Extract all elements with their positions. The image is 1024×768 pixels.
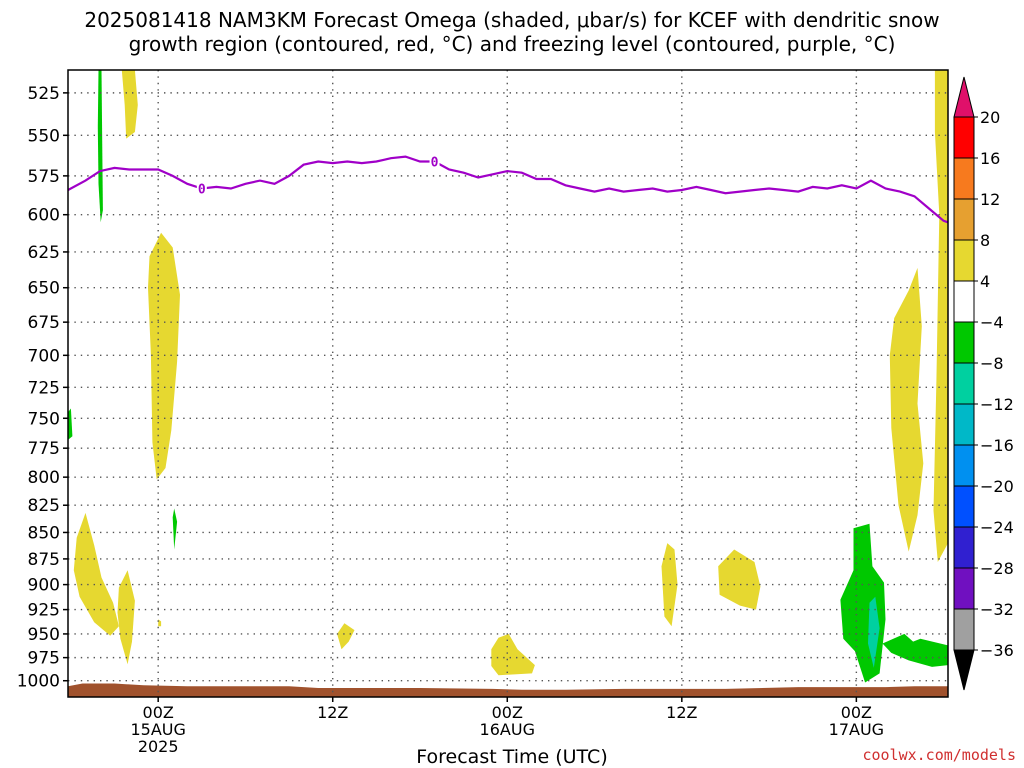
colorbar-swatch-11 [953,567,975,610]
x-tick-label: 00Z [492,703,523,722]
plot-layer: 00 [68,70,948,697]
omega-region-1 [148,232,180,480]
colorbar-swatch-8 [953,444,975,487]
omega-region-16 [868,596,880,668]
colorbar-label: 16 [980,149,1000,168]
y-tick-label: 550 [28,126,60,146]
y-tick-label: 700 [28,346,60,366]
y-tick-label: 950 [28,625,60,645]
omega-region-2 [73,512,119,636]
y-tick-label: 750 [28,409,60,429]
omega-region-4 [158,619,162,627]
chart-title-line2: growth region (contoured, red, °C) and f… [128,32,896,56]
colorbar-swatch-last [953,608,975,651]
plot-area [68,70,948,697]
colorbar-swatch-3 [953,239,975,282]
colorbar-label: −4 [980,313,1004,332]
x-tick-label: 17AUG [829,720,884,739]
omega-region-0 [121,70,138,139]
y-tick-label: 800 [28,468,60,488]
x-tick-label: 12Z [666,703,697,722]
chart-title-line1: 2025081418 NAM3KM Forecast Omega (shaded… [84,8,940,32]
y-tick-label: 775 [28,439,60,459]
y-tick-label: 675 [28,313,60,333]
colorbar-label: −12 [980,395,1014,414]
freezing-level-label-bg-0 [196,180,207,196]
omega-region-7 [661,543,678,627]
y-tick-label: 575 [28,167,60,187]
x-tick-label: 00Z [143,703,174,722]
colorbar-swatch-4 [953,280,975,323]
colorbar-swatch-2 [953,198,975,241]
omega-region-6 [491,633,535,676]
y-tick-label: 900 [28,576,60,596]
freezing-level-label: 0 [198,182,206,197]
y-tick-label: 975 [28,649,60,669]
omega-region-5 [337,623,355,650]
y-tick-label: 725 [28,378,60,398]
colorbar-label: 4 [980,272,990,291]
x-tick-label: 15AUG [130,720,185,739]
colorbar-bottom-triangle [953,649,975,691]
colorbar-label: −20 [980,477,1014,496]
freezing-level-line [68,155,948,224]
colorbar-label: −8 [980,354,1004,373]
freezing-level-label-bg-1 [429,153,440,169]
x-tick-label: 16AUG [480,720,535,739]
colorbar-label: 12 [980,190,1000,209]
colorbar-swatch-5 [953,321,975,364]
omega-region-10 [933,70,948,562]
x-axis-title: Forecast Time (UTC) [416,746,608,768]
y-tick-label: 875 [28,550,60,570]
colorbar-label: −28 [980,559,1014,578]
colorbar-label: −32 [980,600,1014,619]
y-tick-label: 825 [28,496,60,516]
colorbar-swatch-10 [953,526,975,569]
y-tick-label: 600 [28,206,60,226]
omega-region-3 [117,570,135,665]
y-tick-label: 1000 [17,672,60,692]
omega-region-8 [718,549,761,610]
colorbar-swatch-7 [953,403,975,446]
omega-region-11 [97,70,103,223]
colorbar-label: 20 [980,108,1000,127]
omega-region-9 [889,267,924,552]
colorbar-label: −36 [980,641,1014,660]
y-tick-label: 625 [28,243,60,263]
omega-region-15 [882,633,948,667]
omega-region-12 [68,408,73,440]
colorbar-top-triangle [953,76,975,118]
site-credit: coolwx.com/models [862,746,1016,764]
colorbar-label: −16 [980,436,1014,455]
colorbar-swatch-1 [953,157,975,200]
colorbar-swatch-9 [953,485,975,528]
colorbar-label: 8 [980,231,990,250]
y-tick-label: 650 [28,279,60,299]
x-tick-label: 00Z [841,703,872,722]
colorbar-label: −24 [980,518,1014,537]
y-tick-label: 925 [28,601,60,621]
surface-terrain [68,683,948,697]
colorbar-swatch-6 [953,362,975,405]
freezing-level-label: 0 [431,155,439,170]
omega-region-13 [172,508,178,550]
x-tick-label: 12Z [317,703,348,722]
y-tick-label: 525 [28,84,60,104]
colorbar-swatch-0 [953,116,975,159]
y-tick-label: 850 [28,523,60,543]
x-tick-label: 2025 [138,737,179,756]
